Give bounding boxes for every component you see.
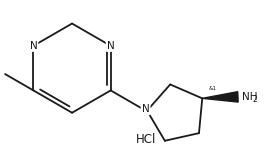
Polygon shape [202,92,238,102]
Text: NH: NH [242,92,257,102]
Text: HCl: HCl [136,133,157,146]
Text: N: N [30,41,37,51]
Text: &1: &1 [208,86,216,91]
Text: 2: 2 [253,95,258,104]
Text: N: N [142,104,150,114]
Text: N: N [107,41,115,51]
